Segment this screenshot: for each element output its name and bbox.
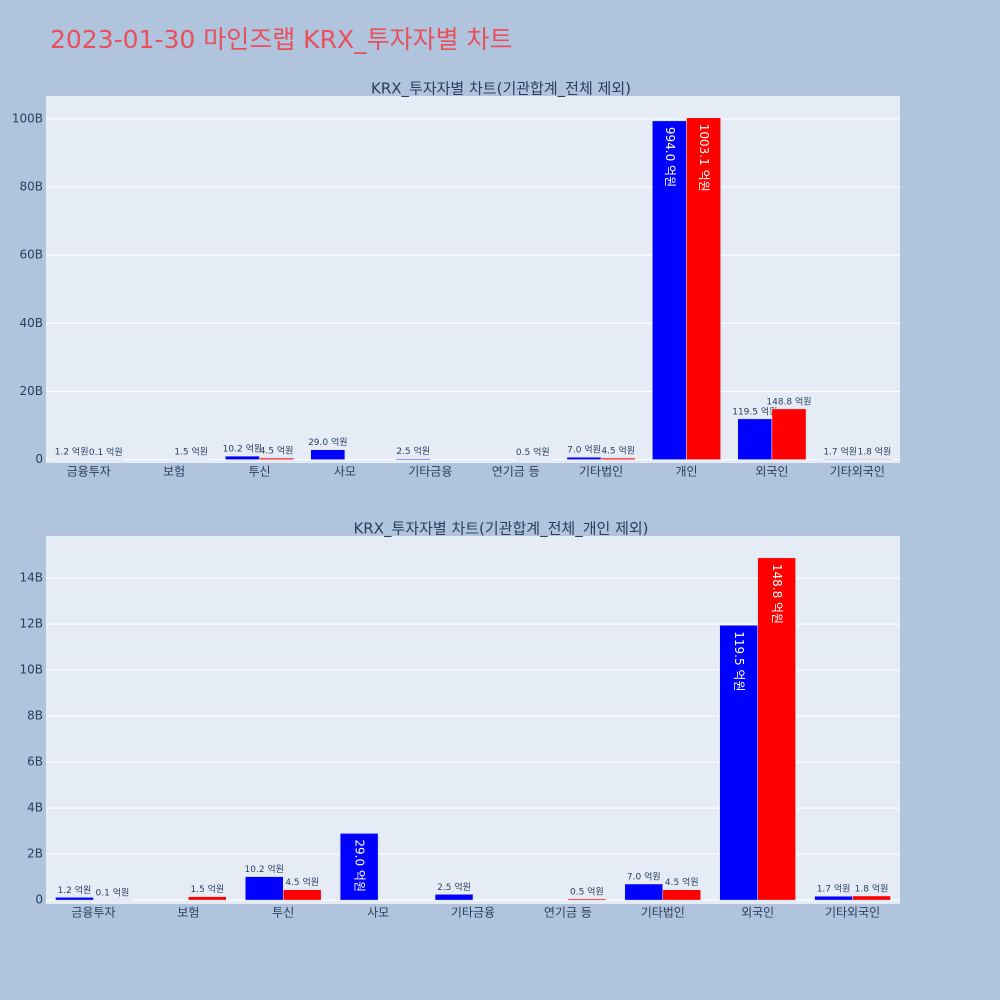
bar xyxy=(173,458,209,460)
bar xyxy=(88,459,124,461)
plot-area xyxy=(46,96,900,463)
x-tick-label: 사모 xyxy=(334,465,356,479)
x-tick-label: 외국인 xyxy=(755,465,788,479)
value-label: 1003.1 억원 xyxy=(697,124,711,192)
bar xyxy=(259,457,294,460)
x-tick-label: 연기금 등 xyxy=(492,465,540,479)
value-label: 1.5 억원 xyxy=(190,883,224,895)
x-tick-label: 기타외국인 xyxy=(830,465,885,479)
y-tick-label: 20B xyxy=(19,384,43,398)
x-tick-label: 투신 xyxy=(272,906,294,920)
bar xyxy=(395,458,431,460)
x-tick-label: 투신 xyxy=(248,465,270,479)
bar xyxy=(225,455,260,460)
bar xyxy=(55,897,94,901)
bar xyxy=(600,457,636,460)
x-tick-label: 기타외국인 xyxy=(825,906,880,920)
bar xyxy=(719,624,758,901)
value-label: 2.5 억원 xyxy=(396,445,430,457)
y-tick-label: 12B xyxy=(19,617,43,631)
bar xyxy=(857,458,892,460)
value-label: 0.1 억원 xyxy=(89,446,123,458)
bar xyxy=(652,120,687,460)
value-label: 10.2 억원 xyxy=(245,863,284,875)
bar xyxy=(515,459,551,461)
y-tick-label: 0 xyxy=(35,452,43,466)
value-label: 0.5 억원 xyxy=(516,446,550,458)
x-tick-label: 보험 xyxy=(163,465,185,479)
y-tick-label: 8B xyxy=(27,709,43,723)
value-label: 1.7 억원 xyxy=(823,446,857,458)
chart-title: KRX_투자자별 차트(기관합계_전체_개인 제외) xyxy=(353,520,648,539)
value-label: 1.8 억원 xyxy=(858,445,892,457)
y-tick-label: 60B xyxy=(19,248,43,262)
bar xyxy=(567,898,607,901)
value-label: 994.0 억원 xyxy=(663,127,677,187)
value-label: 7.0 억원 xyxy=(567,444,601,456)
y-tick-label: 4B xyxy=(27,801,43,815)
value-label: 0.5 억원 xyxy=(570,885,604,897)
bar xyxy=(737,418,773,460)
y-tick-label: 14B xyxy=(19,571,43,585)
value-label: 1.8 억원 xyxy=(855,882,889,894)
x-tick-label: 보험 xyxy=(177,906,199,920)
x-tick-label: 개인 xyxy=(675,465,697,479)
value-label: 1.7 억원 xyxy=(817,883,851,895)
bar xyxy=(771,408,807,460)
value-label: 4.5 억원 xyxy=(285,876,319,888)
value-label: 119.5 억원 xyxy=(732,405,777,417)
chart-title: KRX_투자자별 차트(기관합계_전체 제외) xyxy=(371,80,631,99)
value-label: 148.8 억원 xyxy=(766,395,811,407)
bar xyxy=(566,456,602,460)
bar xyxy=(188,896,227,901)
x-tick-label: 금융투자 xyxy=(67,465,111,479)
bar xyxy=(814,895,853,901)
value-label: 2.5 억원 xyxy=(437,881,471,893)
y-tick-label: 0 xyxy=(35,893,43,907)
value-label: 1.5 억원 xyxy=(174,446,208,458)
x-tick-label: 기타법인 xyxy=(641,906,685,920)
page-title: 2023-01-30 마인즈랩 KRX_투자자별 차트 xyxy=(50,25,513,54)
bar xyxy=(852,895,891,901)
value-label: 119.5 억원 xyxy=(732,631,746,691)
x-tick-label: 사모 xyxy=(367,906,389,920)
bar xyxy=(54,458,89,460)
x-tick-label: 기타금융 xyxy=(451,906,495,920)
y-tick-label: 100B xyxy=(12,111,43,125)
x-tick-label: 금융투자 xyxy=(71,906,115,920)
bar xyxy=(822,458,858,460)
value-label: 29.0 억원 xyxy=(353,839,367,892)
y-tick-label: 80B xyxy=(19,179,43,193)
bar xyxy=(686,117,721,460)
value-label: 4.5 억원 xyxy=(601,445,635,457)
bar xyxy=(245,876,284,901)
value-label: 148.8 억원 xyxy=(770,564,784,624)
value-label: 4.5 억원 xyxy=(260,445,294,457)
bar xyxy=(662,889,701,901)
value-label: 1.2 억원 xyxy=(58,884,92,896)
value-label: 1.2 억원 xyxy=(55,446,89,458)
y-tick-label: 2B xyxy=(27,847,43,861)
value-label: 10.2 억원 xyxy=(223,443,262,455)
bar xyxy=(339,833,379,901)
y-tick-label: 10B xyxy=(19,663,43,677)
bar xyxy=(757,557,796,901)
value-label: 4.5 억원 xyxy=(665,876,699,888)
value-label: 7.0 억원 xyxy=(627,870,661,882)
bar xyxy=(93,899,132,901)
bar xyxy=(310,449,346,460)
x-tick-label: 기타법인 xyxy=(579,465,623,479)
x-tick-label: 외국인 xyxy=(741,906,774,920)
bar xyxy=(434,894,474,901)
value-label: 29.0 억원 xyxy=(308,436,347,448)
bar xyxy=(624,883,664,901)
y-tick-label: 6B xyxy=(27,755,43,769)
value-label: 0.1 억원 xyxy=(96,886,130,898)
x-tick-label: 기타금융 xyxy=(408,465,452,479)
x-tick-label: 연기금 등 xyxy=(544,906,592,920)
y-tick-label: 40B xyxy=(19,316,43,330)
bar xyxy=(282,889,322,901)
